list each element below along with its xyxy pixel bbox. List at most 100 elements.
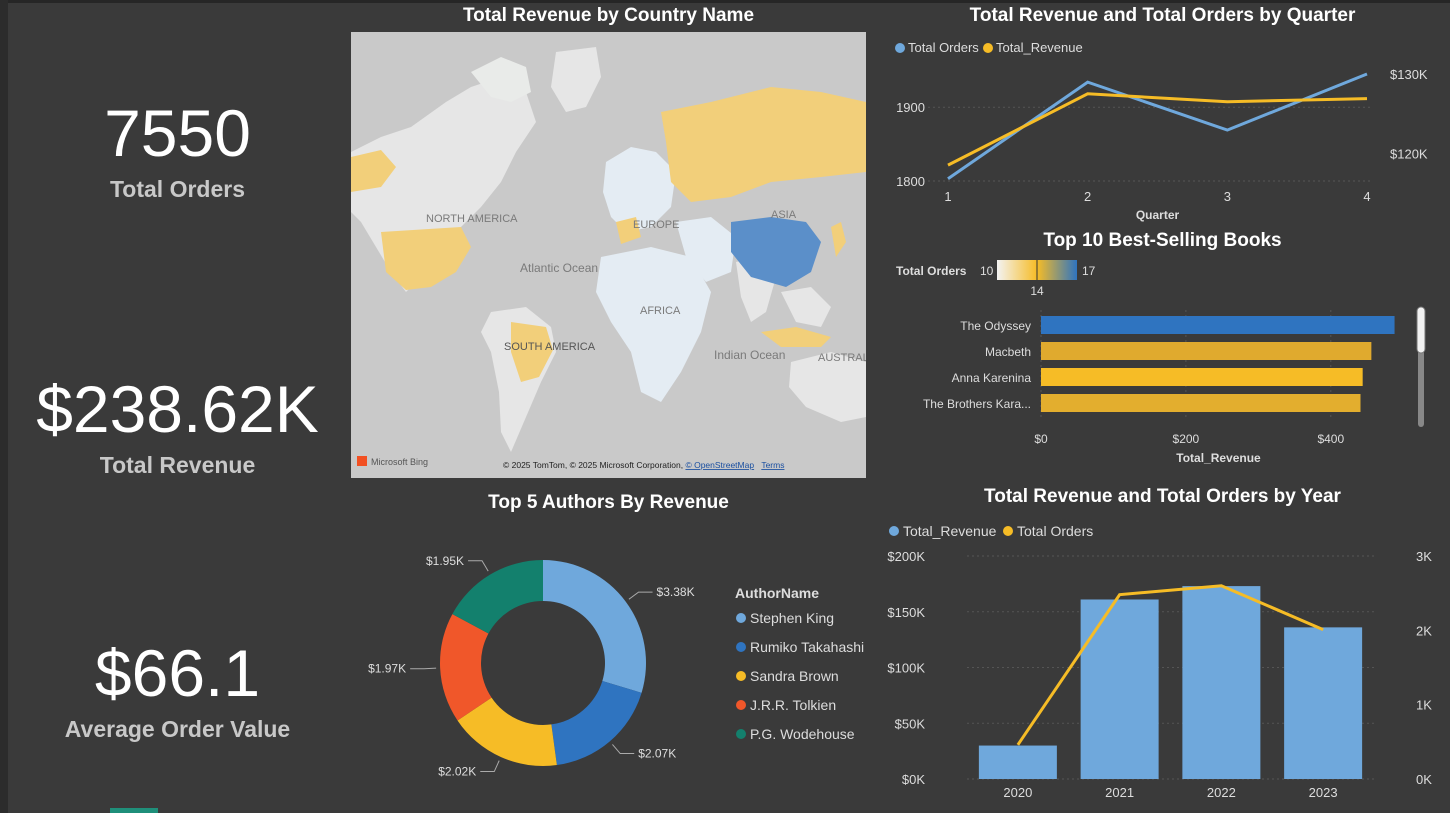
legend-label-2: Sandra Brown [750,668,839,684]
y-left-tick-0: 1800 [896,174,925,189]
y-left-tick-0: $0K [902,772,925,787]
quarter-chart-title: Total Revenue and Total Orders by Quarte… [969,5,1356,26]
legend-label-1: Total Orders [1017,523,1093,539]
kpi-total-revenue-label: Total Revenue [99,452,256,478]
legend-label-3: J.R.R. Tolkien [750,697,836,713]
legend-label-0: Stephen King [750,610,834,626]
kpi-aov-label: Average Order Value [64,716,291,742]
x-tick-2: 3 [1224,189,1231,204]
book-bar-2 [1041,368,1363,386]
legend-marker-0 [895,43,905,53]
slice-leader-4 [468,560,489,572]
land-greenland [551,47,601,112]
legend-mid: 14 [1030,284,1044,298]
x-tick-0: 1 [944,189,951,204]
bing-logo-icon [357,456,367,466]
slice-label-0: $3.38K [657,585,695,599]
quarter-line-chart[interactable]: Total Orders Total_Revenue 1800 1900 $120K $1… [880,34,1440,224]
kpi-total-orders-value: 7550 [104,96,251,170]
kpi-average-order-value: $66.1 Average Order Value [10,640,345,743]
y-right-tick-3: 3K [1416,549,1432,564]
y-right-tick-0: 0K [1416,772,1432,787]
slice-leader-1 [612,744,635,755]
left-border [0,0,8,813]
land-china [731,217,821,287]
scrollbar-thumb[interactable] [1416,306,1426,354]
map-label-indian-ocean: Indian Ocean [714,348,785,362]
map-label-atlantic: Atlantic Ocean [520,261,598,275]
page-tab-indicator[interactable] [110,808,158,813]
kpi-aov-value: $66.1 [94,636,261,710]
series-line-0 [947,72,1368,181]
map-canvas: NORTH AMERICA EUROPE ASIA Atlantic Ocean… [351,32,866,478]
book-label-0: The Odyssey [960,319,1031,333]
donut-slice-3 [440,614,492,721]
donut-slice-1 [551,680,642,766]
year-combo-chart[interactable]: Total_Revenue Total Orders $0K $50K $100K $15… [880,516,1440,808]
slice-leader-0 [628,591,653,600]
legend-marker-4 [736,729,746,739]
x-tick-1: 2021 [1105,785,1134,800]
legend-label-4: P.G. Wodehouse [750,726,855,742]
slice-label-1: $2.07K [638,747,676,761]
authors-chart-title: Top 5 Authors By Revenue [488,492,729,513]
legend-max: 17 [1082,264,1096,278]
y-left-tick-2: $100K [887,661,925,676]
donut-slice-0 [543,560,646,693]
land-australia [789,352,866,422]
slice-label-3: $1.97K [368,662,406,676]
kpi-total-revenue-value: $238.62K [36,372,319,446]
kpi-total-orders-label: Total Orders [109,176,246,202]
slice-label-4: $1.95K [426,554,464,568]
land-brazil [511,322,553,382]
revenue-map[interactable]: NORTH AMERICA EUROPE ASIA Atlantic Ocean… [351,32,866,478]
donut-slice-2 [457,697,557,766]
legend-marker-2 [736,671,746,681]
year-bar-2 [1182,586,1261,779]
authors-donut-chart[interactable]: $3.38K $2.07K $2.02K $1.97K $1.95K AuthorName… [351,520,871,805]
land-japan [831,222,846,257]
year-bar-0 [978,745,1057,779]
map-title: Total Revenue by Country Name [462,5,755,26]
legend-title: Total Orders [896,264,967,278]
map-attribution: © 2025 TomTom, © 2025 Microsoft Corporat… [503,460,784,470]
legend-marker-1 [736,642,746,652]
map-label-north-america: NORTH AMERICA [426,213,518,225]
legend-marker-1 [1003,526,1013,536]
land-europe [603,147,676,232]
land-europe-west [616,217,641,244]
year-chart-title: Total Revenue and Total Orders by Year [984,486,1341,507]
book-label-3: The Brothers Kara... [923,397,1031,411]
x-axis-title: Total_Revenue [1176,451,1261,465]
x-axis-title: Quarter [1136,208,1180,222]
books-chart-title: Top 10 Best-Selling Books [1043,230,1282,251]
book-label-2: Anna Karenina [952,371,1032,385]
legend-marker-0 [736,613,746,623]
books-bar-chart[interactable]: Total Orders 10 17 14 $0 $200 $400 The Odyssey M… [880,255,1440,470]
y-right-tick-0: $120K [1390,146,1428,161]
book-bar-3 [1041,394,1361,412]
year-bar-1 [1080,599,1159,779]
x-tick-3: 4 [1363,189,1370,204]
land-alaska [351,150,396,192]
legend-marker-1 [983,43,993,53]
land-indonesia [761,327,831,347]
y-left-tick-1: $50K [895,716,926,731]
kpi-total-orders: 7550 Total Orders [10,100,345,203]
legend-marker-3 [736,700,746,710]
land-middle-east [676,217,736,282]
slice-leader-3 [410,667,437,670]
slice-leader-2 [480,760,500,773]
x-tick-0: $0 [1034,432,1048,446]
orders-line [1016,584,1324,746]
year-bar-3 [1284,627,1363,779]
x-tick-1: $200 [1173,432,1200,446]
y-right-tick-1: $130K [1390,67,1428,82]
x-tick-1: 2 [1084,189,1091,204]
y-right-tick-2: 2K [1416,623,1432,638]
land-africa [596,247,711,402]
y-right-tick-1: 1K [1416,698,1432,713]
legend-marker-0 [889,526,899,536]
kpi-total-revenue: $238.62K Total Revenue [10,376,345,479]
legend-label-0: Total Orders [908,40,979,55]
